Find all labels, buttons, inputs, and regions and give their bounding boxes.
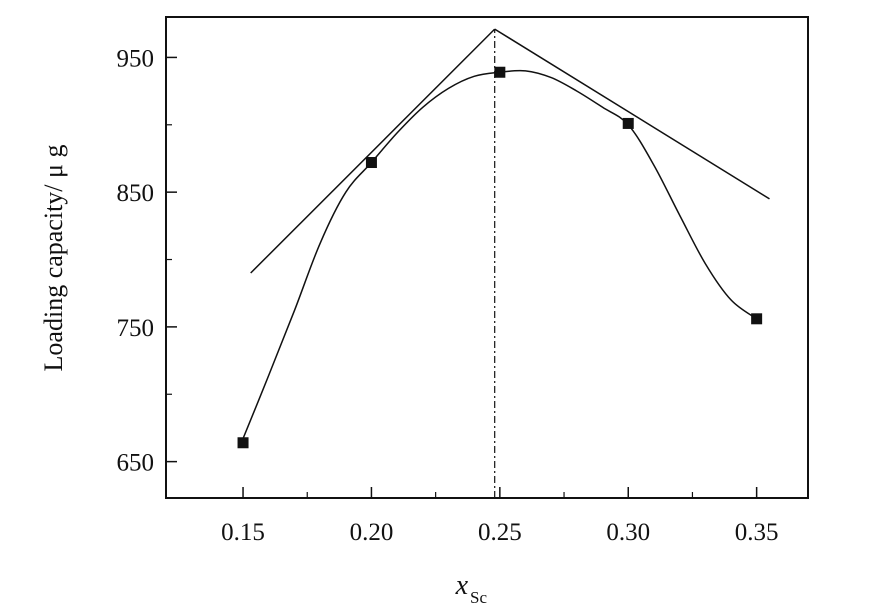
data-point — [622, 117, 634, 129]
x-tick-label: 0.25 — [478, 519, 522, 546]
data-point — [237, 437, 249, 449]
x-tick-label: 0.35 — [735, 519, 779, 546]
y-tick-label: 650 — [117, 450, 155, 477]
axis-ticks: 0.15 0.20 0.25 0.30 0.35 650 750 850 950 — [117, 45, 779, 546]
x-tick-label: 0.15 — [221, 519, 265, 546]
plot-area — [165, 16, 809, 499]
y-tick-label: 750 — [117, 315, 155, 342]
y-axis-title: Loading capacity/ μ g — [39, 145, 68, 372]
data-points — [237, 66, 763, 449]
data-point — [751, 313, 763, 325]
y-tick-label: 950 — [117, 45, 155, 72]
x-axis-title: x Sc — [455, 570, 488, 607]
y-tick-label: 850 — [117, 180, 155, 207]
x-tick-label: 0.20 — [350, 519, 394, 546]
series-line-tangent-right — [494, 28, 770, 200]
x-axis-title-main: x — [455, 570, 469, 601]
x-axis-title-subscript: Sc — [470, 588, 487, 607]
x-tick-label: 0.30 — [606, 519, 650, 546]
series-line-tangent-left — [250, 28, 496, 274]
plot-frame — [165, 16, 809, 499]
series-line-smooth-fit — [242, 69, 758, 439]
